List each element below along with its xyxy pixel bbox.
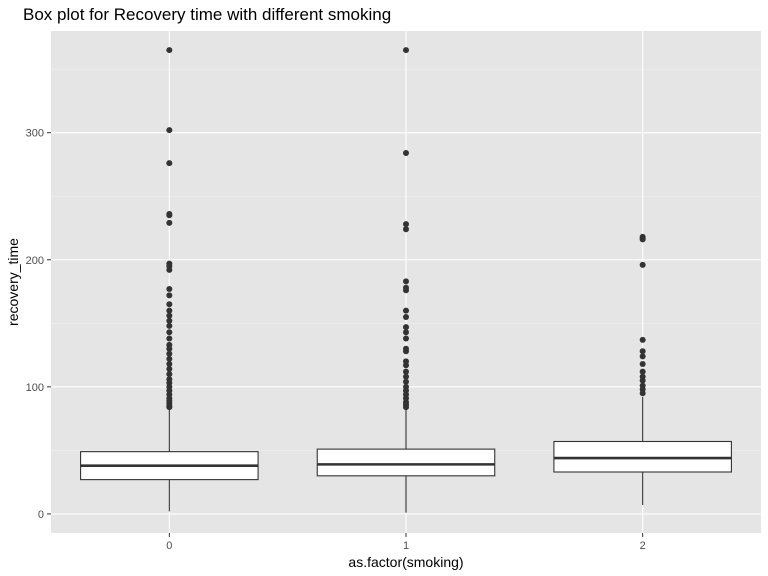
y-tick-label: 100 bbox=[26, 382, 44, 394]
outlier-point bbox=[403, 278, 409, 285]
outlier-point bbox=[166, 335, 173, 342]
box-group-2 bbox=[553, 233, 732, 506]
outlier-point bbox=[403, 47, 409, 54]
outlier-point bbox=[166, 312, 173, 319]
outlier-point bbox=[403, 368, 409, 375]
box-group-1 bbox=[316, 47, 496, 513]
outlier-point bbox=[639, 390, 646, 397]
outlier-point bbox=[403, 329, 409, 336]
outlier-point bbox=[166, 345, 173, 352]
x-tick-label: 2 bbox=[640, 540, 646, 552]
outlier-point bbox=[639, 261, 646, 268]
outlier-point bbox=[403, 221, 409, 228]
outlier-point bbox=[639, 348, 646, 355]
outlier-point bbox=[639, 368, 646, 375]
outlier-point bbox=[166, 219, 173, 226]
y-axis-title: recovery_time bbox=[5, 238, 21, 326]
outlier-point bbox=[403, 348, 409, 355]
boxes-layer bbox=[80, 47, 732, 513]
outlier-point bbox=[166, 47, 173, 54]
iqr-box bbox=[316, 448, 496, 477]
outlier-point bbox=[166, 160, 173, 167]
outlier-point bbox=[403, 335, 409, 342]
y-tick-label: 0 bbox=[38, 509, 44, 521]
outlier-point bbox=[166, 292, 173, 299]
outlier-point bbox=[639, 377, 646, 384]
outlier-point bbox=[639, 353, 646, 360]
x-axis: 0 1 2 bbox=[166, 533, 646, 552]
outlier-point bbox=[403, 378, 409, 385]
outlier-point bbox=[166, 322, 173, 329]
box-group-0 bbox=[80, 47, 259, 512]
outlier-point bbox=[166, 307, 173, 314]
outlier-point bbox=[166, 404, 173, 411]
outlier-point bbox=[403, 362, 409, 369]
outlier-point bbox=[166, 350, 173, 357]
outlier-point bbox=[166, 371, 173, 378]
outlier-point bbox=[166, 360, 173, 367]
outlier-point bbox=[403, 287, 409, 294]
outlier-point bbox=[403, 373, 409, 380]
y-axis: 0 100 200 300 bbox=[26, 128, 51, 521]
outlier-point bbox=[403, 313, 409, 320]
outlier-point bbox=[166, 212, 173, 219]
outlier-point bbox=[166, 355, 173, 362]
chart-title: Box plot for Recovery time with differen… bbox=[23, 5, 391, 24]
x-tick-label: 0 bbox=[166, 540, 172, 552]
x-axis-title: as.factor(smoking) bbox=[348, 554, 463, 570]
outlier-point bbox=[639, 360, 646, 367]
outlier-point bbox=[166, 266, 173, 273]
outlier-point bbox=[166, 285, 173, 292]
outlier-point bbox=[403, 404, 409, 411]
outlier-point bbox=[166, 329, 173, 336]
outlier-point bbox=[166, 366, 173, 373]
x-tick-label: 1 bbox=[403, 540, 409, 552]
outlier-point bbox=[166, 317, 173, 324]
outlier-point bbox=[403, 307, 409, 314]
outlier-point bbox=[166, 301, 173, 308]
y-tick-label: 300 bbox=[26, 128, 44, 140]
outlier-point bbox=[639, 336, 646, 343]
outlier-point bbox=[403, 324, 409, 331]
outlier-point bbox=[166, 127, 173, 134]
outlier-point bbox=[403, 226, 409, 233]
y-tick-label: 200 bbox=[26, 255, 44, 267]
outlier-point bbox=[403, 150, 409, 157]
outlier-point bbox=[639, 236, 646, 243]
